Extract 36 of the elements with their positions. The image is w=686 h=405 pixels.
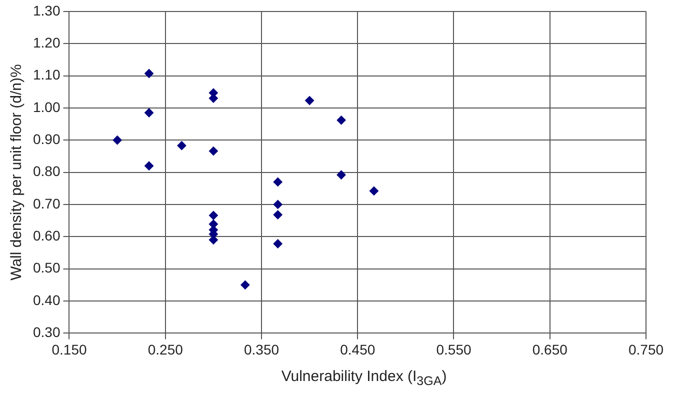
y-tick-label: 1.00 <box>33 98 60 115</box>
y-tick-label: 1.20 <box>33 34 60 50</box>
point <box>336 116 346 125</box>
point <box>144 108 154 118</box>
point <box>273 177 282 186</box>
point <box>208 210 218 220</box>
point <box>144 69 154 78</box>
x-tick-label: 0.350 <box>244 341 280 358</box>
point <box>273 210 282 220</box>
x-tick-label: 0.650 <box>532 341 568 358</box>
y-tick-label: 1.30 <box>33 2 60 18</box>
y-tick-label: 0.50 <box>33 260 60 276</box>
x-tick-label: 0.550 <box>436 341 472 358</box>
y-tick-label: 0.80 <box>33 163 60 180</box>
point <box>208 146 218 156</box>
point <box>177 141 186 150</box>
y-tick-label: 0.90 <box>33 130 60 147</box>
point <box>305 96 314 106</box>
x-tick-label: 0.750 <box>628 341 664 358</box>
x-axis-title: Vulnerability Index (I$_{3GA}$) <box>280 368 448 388</box>
point <box>369 186 378 196</box>
y-tick-label: 0.60 <box>33 228 60 244</box>
x-tick-label: 0.450 <box>340 341 376 358</box>
point <box>240 280 250 290</box>
y-tick-label: 0.40 <box>33 292 60 308</box>
point <box>273 239 282 248</box>
point <box>273 200 282 209</box>
y-tick-label: 1.10 <box>33 66 60 83</box>
point <box>336 170 346 180</box>
y-axis-title: Wall density per unit floor (d/n)% <box>8 64 26 280</box>
y-tick-label: 0.30 <box>33 324 60 340</box>
x-tick-label: 0.250 <box>148 341 184 358</box>
x-tick-label: 0.150 <box>52 341 87 358</box>
y-tick-label: 0.70 <box>33 195 60 212</box>
point <box>112 136 122 145</box>
point <box>144 161 154 170</box>
